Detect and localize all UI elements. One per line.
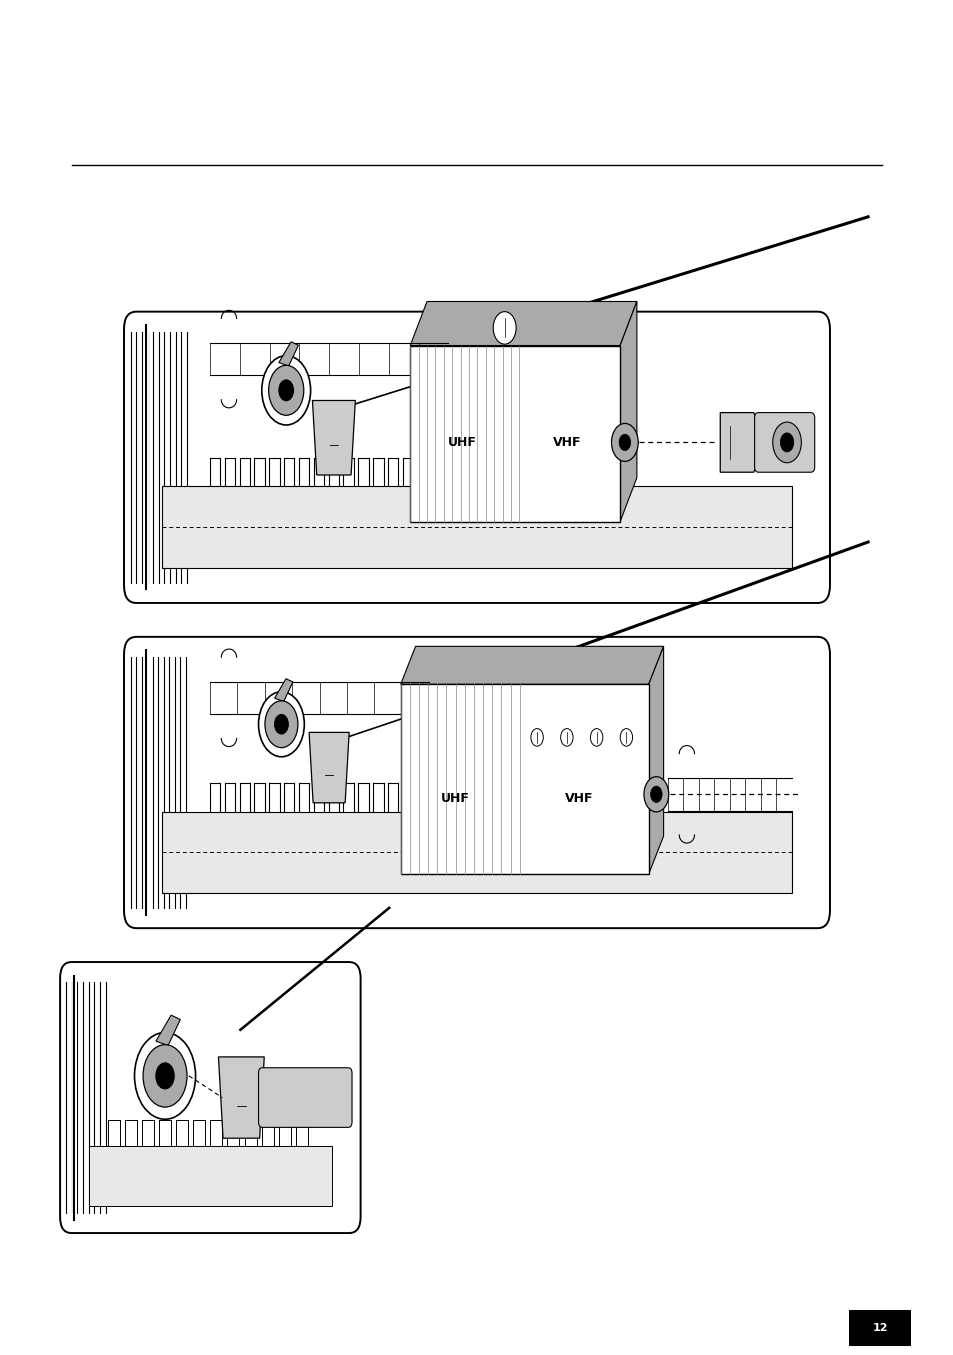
Bar — [64, 976, 110, 1220]
Circle shape — [772, 423, 801, 463]
Text: VHF: VHF — [553, 436, 581, 449]
Polygon shape — [720, 412, 760, 473]
Circle shape — [278, 379, 294, 401]
FancyBboxPatch shape — [754, 412, 814, 473]
Polygon shape — [274, 679, 293, 702]
Bar — [848, 1310, 910, 1346]
Polygon shape — [312, 401, 355, 476]
Bar — [89, 1146, 332, 1206]
Bar — [410, 346, 619, 522]
Circle shape — [134, 1033, 195, 1119]
FancyBboxPatch shape — [258, 1068, 352, 1127]
Circle shape — [560, 729, 573, 747]
Polygon shape — [648, 646, 663, 874]
Circle shape — [269, 366, 303, 415]
Polygon shape — [400, 646, 663, 684]
FancyBboxPatch shape — [124, 637, 829, 928]
Polygon shape — [155, 1015, 180, 1046]
Bar — [129, 650, 189, 915]
Text: UHF: UHF — [448, 436, 476, 449]
Polygon shape — [619, 302, 637, 522]
Circle shape — [274, 714, 288, 734]
Circle shape — [530, 729, 542, 747]
Bar — [162, 486, 791, 568]
Circle shape — [258, 691, 304, 756]
Circle shape — [780, 434, 793, 453]
Circle shape — [619, 729, 632, 747]
Bar — [129, 325, 189, 589]
Circle shape — [611, 423, 638, 461]
FancyBboxPatch shape — [60, 962, 360, 1233]
Circle shape — [618, 434, 630, 450]
Polygon shape — [309, 732, 349, 802]
Text: VHF: VHF — [564, 791, 593, 805]
FancyBboxPatch shape — [124, 312, 829, 603]
Circle shape — [643, 776, 668, 812]
Circle shape — [590, 729, 602, 747]
Circle shape — [155, 1062, 174, 1089]
Circle shape — [143, 1045, 187, 1107]
Text: 12: 12 — [871, 1322, 887, 1333]
Polygon shape — [218, 1057, 264, 1138]
Circle shape — [493, 312, 516, 344]
Circle shape — [265, 701, 297, 748]
Bar — [162, 812, 791, 893]
Polygon shape — [278, 341, 298, 366]
Text: UHF: UHF — [440, 791, 469, 805]
Polygon shape — [410, 302, 637, 346]
Circle shape — [261, 355, 311, 425]
Bar — [400, 684, 648, 874]
Circle shape — [650, 786, 661, 802]
